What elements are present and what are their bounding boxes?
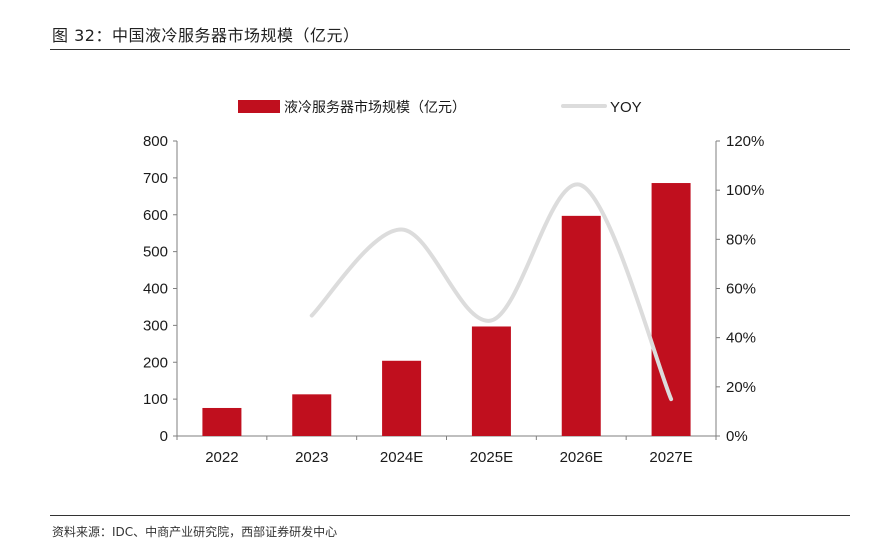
right-tick-label: 100% (726, 182, 764, 199)
left-tick-label: 300 (143, 317, 168, 334)
x-tick-label: 2023 (295, 449, 328, 466)
left-tick-label: 500 (143, 244, 168, 261)
bar (561, 215, 601, 436)
legend: 液冷服务器市场规模（亿元） YOY (238, 99, 642, 116)
right-tick-label: 60% (726, 281, 756, 298)
title-rule (50, 49, 850, 50)
x-tick-label: 2024E (380, 449, 423, 466)
yoy-line (309, 182, 674, 402)
bar (471, 326, 511, 436)
right-tick-label: 80% (726, 231, 756, 248)
right-tick-label: 0% (726, 428, 748, 445)
left-tick-label: 0 (160, 428, 168, 445)
left-tick-label: 700 (143, 170, 168, 187)
x-tick-label: 2026E (560, 449, 603, 466)
x-tick-label: 2027E (649, 449, 692, 466)
x-tick-label: 2022 (205, 449, 238, 466)
legend-label-line: YOY (610, 99, 642, 116)
left-tick-label: 400 (143, 281, 168, 298)
axes: 0 100 200 300 400 500 600 700 800 0% 20% 40% 60% 80% 1… (143, 133, 764, 466)
bar-series (202, 183, 691, 436)
left-tick-label: 800 (143, 133, 168, 150)
right-tick-label: 40% (726, 330, 756, 347)
legend-label-bar: 液冷服务器市场规模（亿元） (284, 99, 466, 115)
yoy-series (309, 182, 674, 402)
bar (292, 394, 332, 436)
source-rule (50, 515, 850, 516)
left-tick-label: 100 (143, 391, 168, 408)
left-tick-label: 600 (143, 207, 168, 224)
left-tick-label: 200 (143, 354, 168, 371)
x-tick-label: 2025E (470, 449, 513, 466)
figure-title: 图 32：中国液冷服务器市场规模（亿元） (52, 26, 360, 45)
legend-swatch-bar (238, 100, 280, 113)
bar (382, 360, 422, 436)
bar (202, 407, 242, 436)
source-note: 资料来源：IDC、中商产业研究院，西部证券研发中心 (52, 525, 338, 539)
right-tick-label: 120% (726, 133, 764, 150)
right-tick-label: 20% (726, 379, 756, 396)
